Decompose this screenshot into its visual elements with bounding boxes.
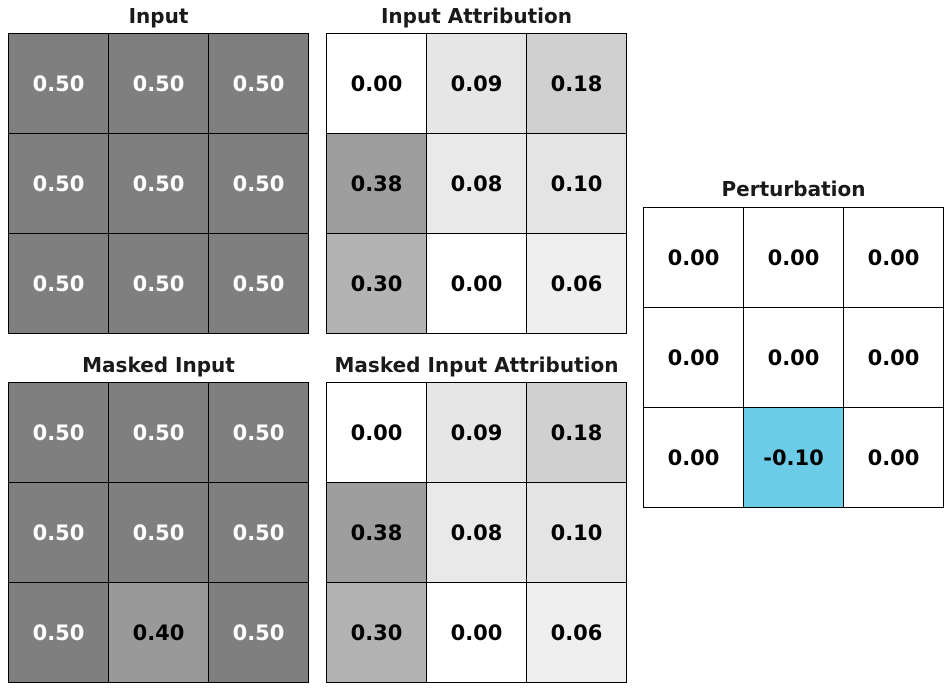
grid-cell: 0.50 xyxy=(109,34,209,134)
grid-cell: 0.50 xyxy=(209,383,309,483)
grid-cell: 0.00 xyxy=(327,383,427,483)
input-attribution-grid: 0.00 0.09 0.18 0.38 0.08 0.10 0.30 0.00 0.06 xyxy=(326,33,627,334)
grid-cell: 0.00 xyxy=(327,34,427,134)
grid-cell: 0.50 xyxy=(109,483,209,583)
panel-title: Input xyxy=(128,4,189,28)
grid-cell: 0.38 xyxy=(327,483,427,583)
grid-cell: 0.50 xyxy=(109,234,209,334)
grid-cell: 0.18 xyxy=(527,34,627,134)
grid-cell: 0.50 xyxy=(9,383,109,483)
grid-cell: 0.00 xyxy=(744,308,844,408)
grid-cell: 0.00 xyxy=(644,308,744,408)
input-attribution-panel: Input Attribution 0.00 0.09 0.18 0.38 0.08 0.… xyxy=(326,0,627,334)
grid-cell: 0.50 xyxy=(9,234,109,334)
grid-cell: 0.00 xyxy=(844,408,944,508)
grid-cell: 0.50 xyxy=(9,483,109,583)
grid-cell: 0.50 xyxy=(209,234,309,334)
grid-cell: 0.18 xyxy=(527,383,627,483)
grid-cell: 0.38 xyxy=(327,134,427,234)
panel-title: Masked Input xyxy=(82,353,235,377)
grid-cell: 0.00 xyxy=(427,234,527,334)
grid-cell: 0.08 xyxy=(427,134,527,234)
grid-cell: 0.40 xyxy=(109,583,209,683)
input-grid: 0.50 0.50 0.50 0.50 0.50 0.50 0.50 0.50 0.50 xyxy=(8,33,309,334)
masked-input-panel: Masked Input 0.50 0.50 0.50 0.50 0.50 0.50 0.5… xyxy=(8,349,309,683)
grid-cell: 0.00 xyxy=(744,208,844,308)
grid-cell: 0.10 xyxy=(527,134,627,234)
grid-cell: 0.09 xyxy=(427,34,527,134)
panel-title: Perturbation xyxy=(721,177,866,201)
grid-cell: 0.00 xyxy=(644,208,744,308)
grid-cell: 0.50 xyxy=(9,134,109,234)
grid-cell: 0.30 xyxy=(327,583,427,683)
grid-cell: 0.30 xyxy=(327,234,427,334)
grid-cell: -0.10 xyxy=(744,408,844,508)
grid-cell: 0.00 xyxy=(427,583,527,683)
grid-cell: 0.10 xyxy=(527,483,627,583)
grid-cell: 0.50 xyxy=(109,134,209,234)
grid-cell: 0.50 xyxy=(9,583,109,683)
panel-title: Masked Input Attribution xyxy=(334,353,619,377)
masked-input-grid: 0.50 0.50 0.50 0.50 0.50 0.50 0.50 0.40 0.50 xyxy=(8,382,309,683)
grid-cell: 0.50 xyxy=(209,583,309,683)
perturbation-grid: 0.00 0.00 0.00 0.00 0.00 0.00 0.00 -0.10 0.00 xyxy=(643,207,944,508)
grid-cell: 0.00 xyxy=(844,308,944,408)
grid-cell: 0.50 xyxy=(209,134,309,234)
perturbation-panel: Perturbation 0.00 0.00 0.00 0.00 0.00 0.00 0.0… xyxy=(643,174,944,508)
grid-cell: 0.00 xyxy=(844,208,944,308)
panel-title: Input Attribution xyxy=(380,4,573,28)
grid-cell: 0.06 xyxy=(527,583,627,683)
input-panel: Input 0.50 0.50 0.50 0.50 0.50 0.50 0.50 0.50 0.… xyxy=(8,0,309,334)
masked-input-attribution-grid: 0.00 0.09 0.18 0.38 0.08 0.10 0.30 0.00 0.06 xyxy=(326,382,627,683)
grid-cell: 0.08 xyxy=(427,483,527,583)
grid-cell: 0.09 xyxy=(427,383,527,483)
grid-cell: 0.50 xyxy=(9,34,109,134)
grid-cell: 0.06 xyxy=(527,234,627,334)
grid-cell: 0.00 xyxy=(644,408,744,508)
masked-input-attribution-panel: Masked Input Attribution 0.00 0.09 0.18 0.3… xyxy=(326,349,627,683)
grid-cell: 0.50 xyxy=(209,34,309,134)
grid-cell: 0.50 xyxy=(109,383,209,483)
grid-cell: 0.50 xyxy=(209,483,309,583)
